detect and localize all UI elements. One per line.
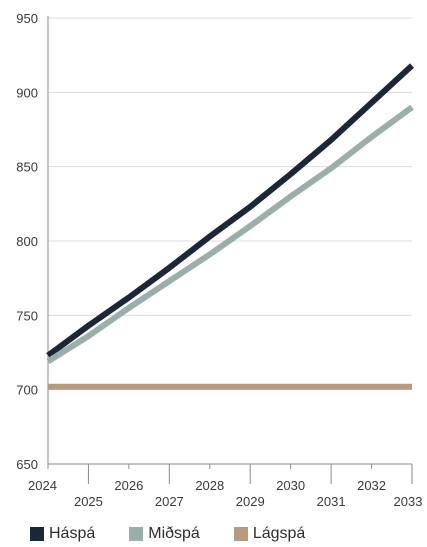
legend-swatch-lagspa (233, 527, 248, 541)
x-tick-labels: 2024 2025 2026 2027 2028 2029 2030 2031 2032 2033 (28, 478, 422, 509)
legend: Háspá Miðspá Lágspá (30, 524, 339, 544)
x-tick-2029: 2029 (236, 494, 265, 509)
y-tick-700: 700 (16, 383, 38, 398)
series-line-haspa (46, 63, 415, 358)
x-tick-2027: 2027 (155, 494, 184, 509)
y-tick-850: 850 (16, 160, 38, 175)
gridlines (48, 17, 412, 391)
x-tick-2032: 2032 (357, 478, 386, 493)
x-tick-2024: 2024 (28, 478, 57, 493)
legend-label-midspa: Miðspá (148, 525, 200, 542)
legend-label-haspa: Háspá (49, 525, 96, 542)
legend-swatch-midspa (129, 527, 144, 541)
legend-item-lagspa: Lágspá (233, 525, 306, 543)
y-tick-800: 800 (16, 234, 38, 249)
x-tick-2031: 2031 (317, 494, 346, 509)
y-tick-950: 950 (16, 11, 38, 26)
legend-item-haspa: Háspá (30, 525, 95, 543)
axes (47, 16, 413, 484)
x-tick-2028: 2028 (195, 478, 224, 493)
legend-label-lagspa: Lágspá (252, 525, 306, 542)
x-tick-2033: 2033 (394, 494, 423, 509)
y-tick-labels: 650 700 750 800 850 900 950 (16, 11, 38, 472)
y-tick-900: 900 (16, 85, 38, 100)
series-line-midspa (46, 104, 414, 364)
x-tick-2025: 2025 (74, 494, 103, 509)
y-tick-650: 650 (16, 457, 38, 472)
series-lines (46, 63, 415, 390)
legend-swatch-haspa (30, 527, 44, 541)
legend-item-midspa: Miðspá (129, 525, 200, 543)
y-tick-750: 750 (16, 308, 38, 323)
x-tick-2026: 2026 (114, 478, 143, 493)
x-tick-2030: 2030 (276, 478, 305, 493)
